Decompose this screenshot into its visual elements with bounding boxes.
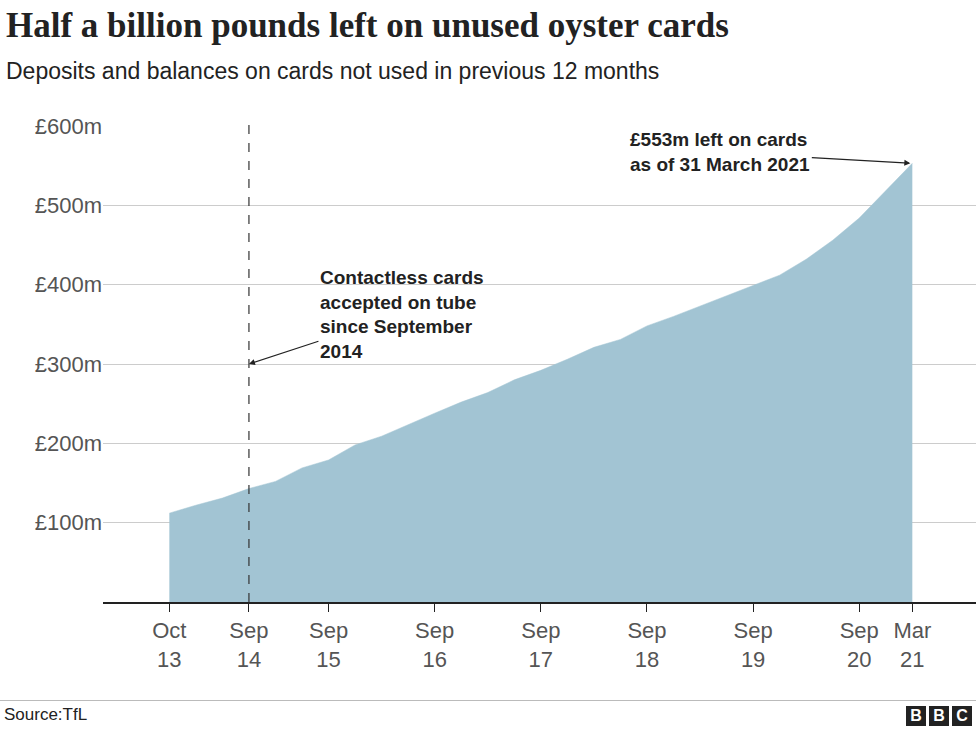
- svg-text:£400m: £400m: [35, 272, 102, 297]
- svg-text:Mar21: Mar21: [893, 618, 931, 672]
- svg-text:Sep17: Sep17: [521, 618, 560, 672]
- html-text:C: C: [956, 707, 968, 724]
- svg-text:£600m: £600m: [35, 114, 102, 139]
- html-text:Half a billion pounds left on: Half a billion pounds left on unused oys…: [6, 6, 729, 45]
- svg-text:Sep15: Sep15: [309, 618, 348, 672]
- svg-text:Sep20: Sep20: [840, 618, 879, 672]
- svg-text:£553m left on cardsas of 31 Ma: £553m left on cardsas of 31 March 2021: [630, 129, 810, 175]
- svg-text:Sep19: Sep19: [734, 618, 773, 672]
- svg-text:£100m: £100m: [35, 510, 102, 535]
- svg-text:£500m: £500m: [35, 193, 102, 218]
- svg-text:Sep16: Sep16: [415, 618, 454, 672]
- html-text:B: B: [910, 707, 922, 724]
- html-text:Deposits and balances on cards: Deposits and balances on cards not used …: [6, 58, 660, 84]
- svg-text:Oct13: Oct13: [152, 618, 186, 672]
- svg-text:£200m: £200m: [35, 431, 102, 456]
- svg-text:Sep18: Sep18: [627, 618, 666, 672]
- svg-text:£300m: £300m: [35, 352, 102, 377]
- html-text:Source:TfL: Source:TfL: [4, 705, 88, 724]
- html-text:B: B: [933, 707, 945, 724]
- svg-text:Contactless cardsaccepted on t: Contactless cardsaccepted on tubesince S…: [320, 267, 484, 362]
- svg-text:Sep14: Sep14: [229, 618, 268, 672]
